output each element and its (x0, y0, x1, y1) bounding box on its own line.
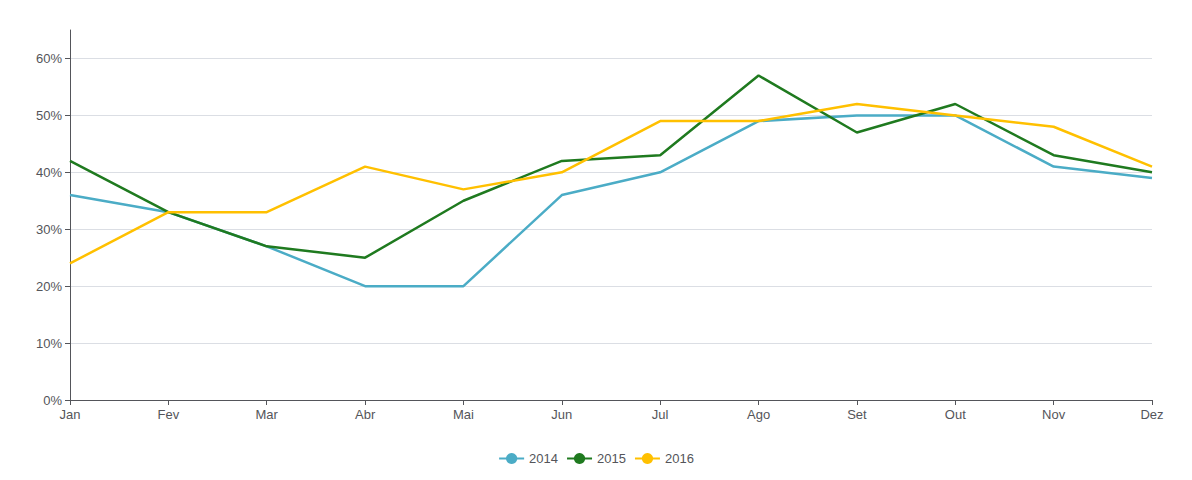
svg-text:Out: Out (945, 407, 966, 422)
svg-text:0%: 0% (43, 393, 62, 408)
svg-text:2015: 2015 (597, 451, 626, 466)
svg-text:Set: Set (847, 407, 867, 422)
svg-text:50%: 50% (36, 108, 62, 123)
svg-text:60%: 60% (36, 51, 62, 66)
svg-text:2014: 2014 (529, 451, 558, 466)
svg-text:30%: 30% (36, 222, 62, 237)
svg-text:Jul: Jul (652, 407, 669, 422)
svg-text:Abr: Abr (355, 407, 376, 422)
svg-text:Mar: Mar (256, 407, 279, 422)
svg-text:Fev: Fev (158, 407, 180, 422)
svg-text:40%: 40% (36, 165, 62, 180)
svg-text:Jan: Jan (60, 407, 81, 422)
svg-text:2016: 2016 (665, 451, 694, 466)
svg-text:Ago: Ago (747, 407, 770, 422)
svg-text:Dez: Dez (1140, 407, 1163, 422)
svg-text:10%: 10% (36, 336, 62, 351)
svg-text:20%: 20% (36, 279, 62, 294)
svg-text:Mai: Mai (453, 407, 474, 422)
svg-text:Jun: Jun (551, 407, 572, 422)
svg-text:Nov: Nov (1042, 407, 1066, 422)
